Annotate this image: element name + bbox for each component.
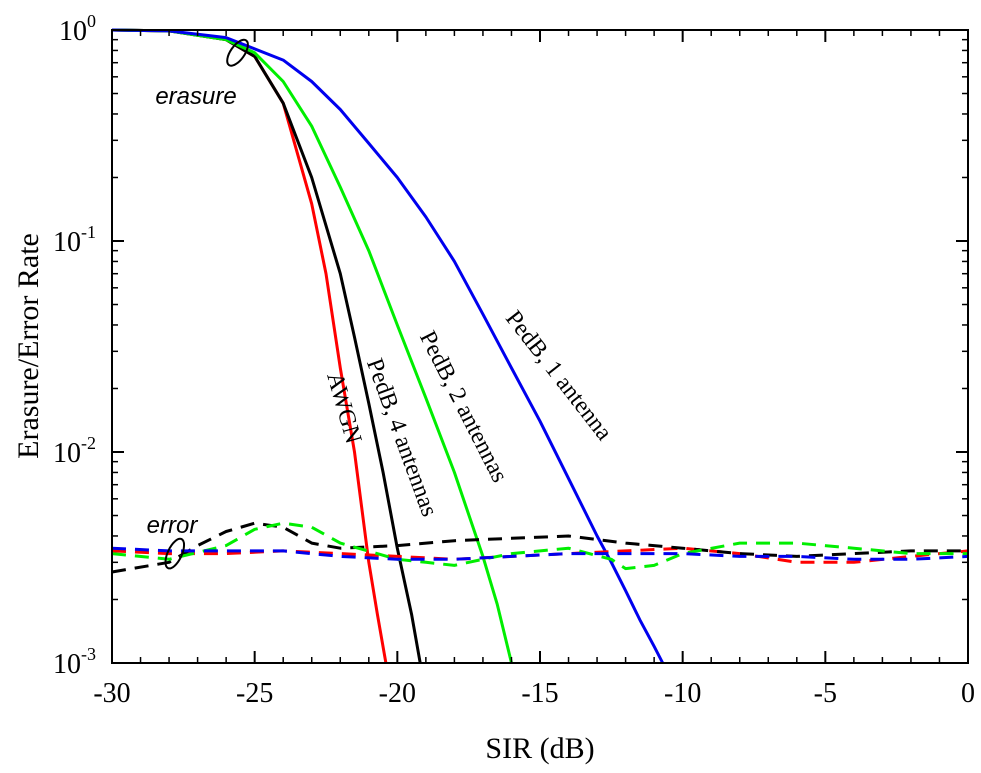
series-line-pedb-2-antennas	[111, 28, 513, 664]
curve-label-pedb-1-antenna: PedB, 1 antenna	[500, 306, 617, 446]
series-line-pedb-1-antenna	[111, 28, 665, 664]
series-line-awgn	[111, 28, 388, 664]
curve-label-awgn: AWGN	[321, 370, 366, 447]
labels-layer: -30 -25 -20 -15 -10 -5 010010-110-210-3AWGNPed…	[53, 11, 975, 709]
x-tick-label: 0	[961, 678, 975, 709]
x-tick-label: -10	[664, 678, 701, 709]
series-line-pedb-1-antenna-error	[111, 546, 969, 561]
annotation-label-error: error	[147, 512, 199, 539]
annotation-marker-erasure	[226, 38, 249, 67]
x-tick-label: -25	[236, 678, 273, 709]
y-tick-label: 100	[59, 11, 96, 47]
x-axis-title: SIR (dB)	[485, 732, 594, 765]
y-tick-label: 10-3	[53, 644, 96, 680]
y-tick-label: 10-2	[53, 433, 96, 469]
x-tick-label: -5	[814, 678, 837, 709]
x-tick-label: -30	[93, 678, 130, 709]
series-line-pedb-2-antennas-error	[111, 521, 968, 571]
annotation-label-erasure: erasure	[155, 83, 236, 110]
series-line-pedb-4-antennas	[111, 28, 422, 664]
y-axis-title: Erasure/Error Rate	[12, 233, 45, 459]
curves-layer	[111, 28, 969, 664]
annotation-marker-error	[164, 537, 186, 570]
curve-label-pedb-4-antennas: PedB, 4 antennas	[361, 355, 442, 520]
series-line-pedb-4-antennas-error	[111, 521, 968, 574]
x-tick-label: -20	[379, 678, 416, 709]
ticks-layer	[111, 29, 969, 664]
x-tick-label: -15	[521, 678, 558, 709]
y-tick-label: 10-1	[53, 222, 96, 258]
